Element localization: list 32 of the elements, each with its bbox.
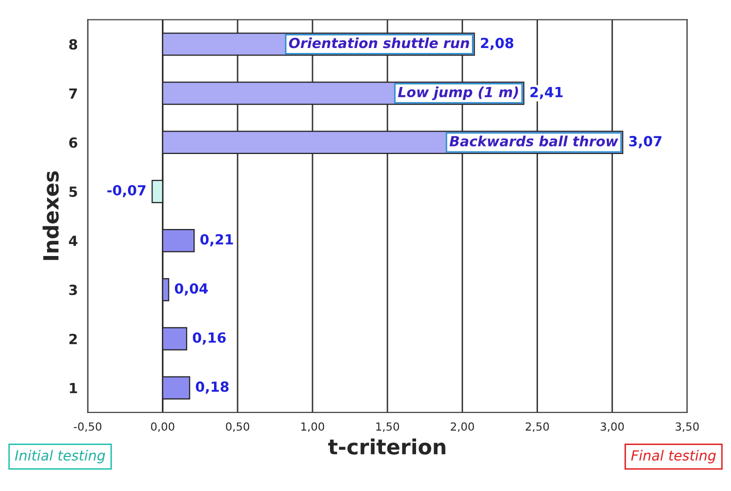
x-tick-label: 2,50 bbox=[526, 422, 549, 432]
x-tick-label: 1,00 bbox=[301, 422, 324, 432]
text: Final testing bbox=[631, 450, 716, 464]
data-label: -0,07 bbox=[107, 185, 146, 198]
data-label: 3,07 bbox=[629, 136, 662, 148]
data-label: 2,41 bbox=[530, 86, 563, 100]
y-tick-label: 5 bbox=[69, 186, 78, 197]
x-tick-label: 0,50 bbox=[226, 422, 250, 432]
x-tick-label: 0,00 bbox=[151, 422, 174, 432]
data-label: 0,18 bbox=[196, 381, 229, 394]
y-tick-label: 3 bbox=[69, 284, 77, 296]
y-tick-label: 1 bbox=[70, 383, 78, 394]
data-label: 0,04 bbox=[174, 283, 208, 296]
data-label: 0,21 bbox=[200, 234, 233, 246]
x-tick-label: 3,00 bbox=[600, 422, 624, 432]
annotation: Low jump (1 m) bbox=[398, 86, 518, 100]
y-tick-label: 7 bbox=[69, 88, 77, 99]
x-tick-label: 2,00 bbox=[450, 422, 474, 432]
annotation: Backwards ball throw bbox=[450, 136, 618, 146]
x-tick-label: 3,50 bbox=[676, 422, 699, 432]
x-axis-title: t-criterion bbox=[328, 438, 446, 455]
y-tick-label: 4 bbox=[68, 236, 78, 246]
text: Initial testing bbox=[14, 450, 106, 464]
y-tick-label: 8 bbox=[69, 39, 78, 50]
y-tick-label: 2 bbox=[69, 334, 77, 344]
annotation: Orientation shuttle run bbox=[288, 37, 470, 48]
y-axis-title: Indexes bbox=[42, 171, 59, 260]
x-tick-label: -0,50 bbox=[74, 422, 102, 432]
x-tick-label: 1,50 bbox=[376, 422, 400, 432]
data-label: 0,16 bbox=[192, 332, 226, 345]
y-tick-label: 6 bbox=[69, 137, 78, 148]
data-label: 2,08 bbox=[481, 38, 514, 50]
